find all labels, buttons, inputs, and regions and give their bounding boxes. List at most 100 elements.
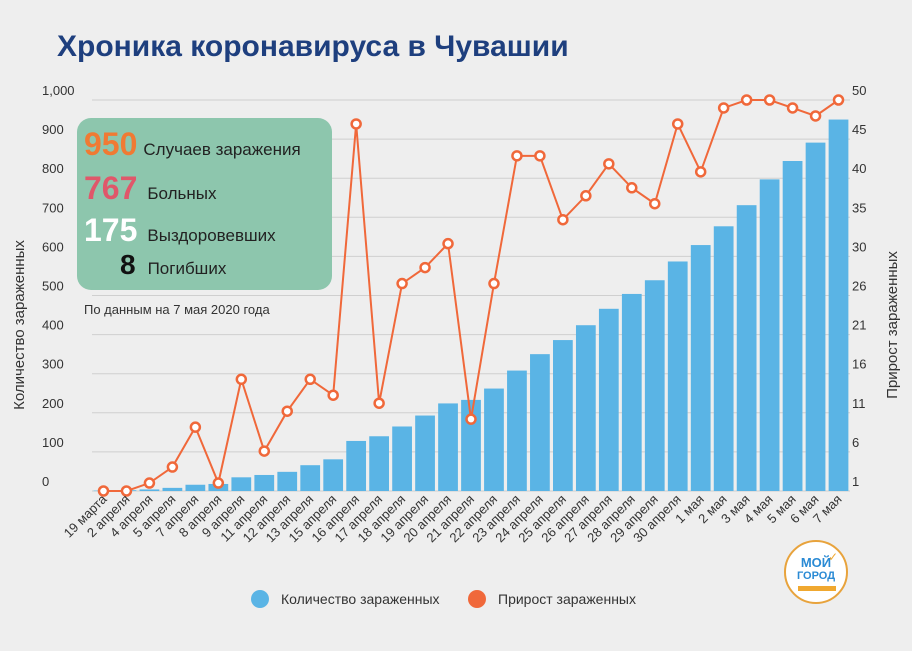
line-point [373,397,385,409]
bar [438,403,458,491]
bar [553,340,573,491]
line-point [511,150,523,162]
logo-line2: ГОРОД [796,570,836,582]
legend-bar-label: Количество зараженных [281,591,440,607]
bar [805,142,826,491]
line-point [809,110,822,122]
line-point [350,118,362,130]
bar [392,426,412,491]
line-point [281,405,293,417]
right-tick-label: 26 [852,279,866,294]
bar [507,370,527,491]
data-date-note: По данным на 7 мая 2020 года [84,302,270,317]
line-point [189,421,202,433]
logo-line1: МОЙ [800,555,832,570]
bar [828,119,849,492]
legend-line-swatch [468,590,486,608]
moy-gorod-logo: ✓ МОЙ ГОРОД [784,540,848,604]
bar [713,226,734,491]
stats-panel: 950 Случаев заражения 767 Больных 175 Выздо… [77,118,332,290]
bar [254,474,275,491]
bar [461,399,481,491]
bar [575,325,596,491]
line-series [97,94,845,497]
right-tick-label: 6 [852,435,859,450]
bar [782,160,803,491]
stat-deaths-label: Погибших [147,259,227,278]
right-tick-label: 30 [852,239,866,254]
right-tick-label: 1 [852,474,859,489]
chart-title: Хроника коронавируса в Чувашии [57,30,569,63]
legend-item-bars: Количество зараженных [251,590,440,608]
line-point [465,413,477,425]
right-tick-label: 11 [852,396,866,411]
line-point [166,461,179,473]
left-tick-label: 300 [42,357,64,372]
line-point [120,485,133,497]
line-point [143,477,156,489]
legend-bar-swatch [251,590,269,608]
line-point [671,118,684,130]
bar [369,436,389,491]
line-point [603,158,615,170]
bar [139,489,160,491]
left-tick-label: 800 [42,161,64,176]
legend: Количество зараженных Прирост зараженных [0,590,912,614]
line-point [649,197,661,210]
line-point [327,389,339,401]
left-tick-label: 0 [42,474,49,489]
right-tick-label: 16 [852,357,866,372]
stat-sick-label: Больных [147,184,217,203]
stat-recovered-value: 175 [84,212,138,248]
left-tick-label: 900 [42,122,64,137]
line-point [786,102,799,114]
line-point [557,213,569,226]
bar [323,459,344,491]
line-point [396,277,408,290]
bar [162,487,183,491]
line-point [235,373,248,386]
line-point [580,190,592,202]
line-point [304,373,316,386]
bar [736,205,757,491]
bar [759,179,780,492]
bar [484,388,504,491]
left-tick-label: 200 [42,396,64,411]
line-point [534,150,546,162]
left-tick-label: 500 [42,279,64,294]
line-point [212,477,225,489]
line-point [419,261,431,274]
stat-deaths-value: 8 [120,249,136,280]
left-tick-label: 1,000 [42,83,75,98]
right-tick-label: 50 [852,83,866,98]
stat-cases-value: 950 [84,126,138,162]
bar [644,280,665,491]
logo-stripe [798,586,836,591]
bar [530,354,550,491]
bar [621,293,642,491]
stat-recovered: 175 Выздоровевших [84,212,276,249]
bar [277,471,298,491]
left-axis-label: Количество зараженных [11,240,28,410]
stat-sick: 767 Больных [84,170,217,207]
left-tick-label: 100 [42,435,64,450]
line-point [763,94,776,106]
bar [300,465,321,491]
line-point [832,94,845,106]
bar [598,308,619,491]
left-axis-ticks: 0 100 200 300 400 500 600 700 800 900 1,000 [42,83,75,489]
right-axis-label: Прирост зараженных [884,251,901,399]
line-point [258,445,271,457]
right-tick-label: 35 [852,200,866,215]
right-tick-label: 45 [852,122,866,137]
bar [231,477,252,491]
bar [185,484,206,491]
bar [346,440,367,491]
right-tick-label: 40 [852,161,866,176]
line-point [442,237,454,250]
stat-cases-label: Случаев заражения [143,140,301,159]
left-tick-label: 700 [42,200,64,215]
